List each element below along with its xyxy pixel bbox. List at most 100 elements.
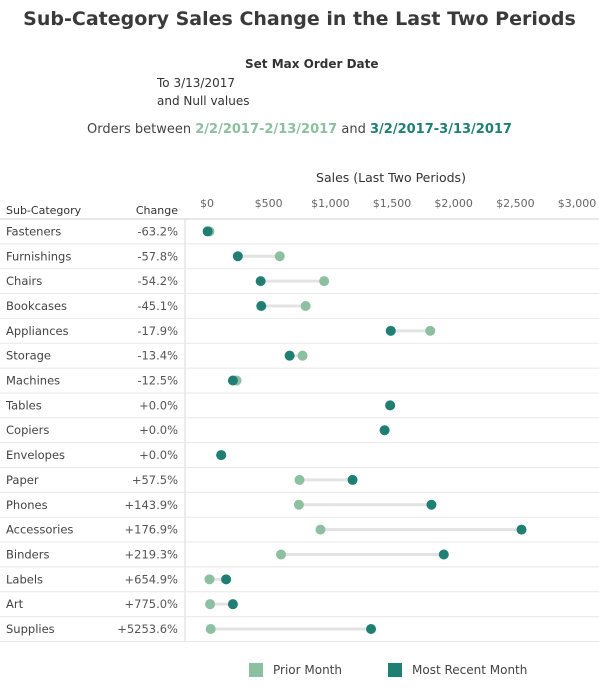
recent-point[interactable] [221,574,232,585]
legend-recent-swatch [388,663,402,677]
legend-prior-swatch [249,663,263,677]
prior-point[interactable] [274,251,285,262]
parameter-null-option[interactable]: and Null values [157,94,250,108]
prior-point[interactable] [205,624,216,635]
recent-point[interactable] [284,350,295,361]
change-value: +0.0% [139,448,178,462]
x-tick-label: $1,500 [373,197,412,210]
table-row[interactable]: Paper +57.5% [0,473,599,493]
recent-point[interactable] [347,474,358,485]
change-value: -13.4% [137,349,178,363]
table-row[interactable]: Phones +143.9% [0,498,599,518]
category-label: Fasteners [6,224,61,238]
row-header: Sub-Category [6,204,82,217]
recent-point[interactable] [202,226,213,237]
category-label: Envelopes [6,448,65,462]
table-row[interactable]: Chairs -54.2% [0,274,599,295]
chart-title: Sub-Category Sales Change in the Last Tw… [23,8,576,30]
category-label: Supplies [6,622,55,636]
recent-point[interactable] [366,624,377,635]
legend-recent[interactable]: Most Recent Month [388,663,527,677]
category-label: Copiers [6,423,49,437]
category-label: Art [6,597,24,611]
recent-point[interactable] [227,375,238,386]
change-value: +775.0% [125,597,179,611]
category-label: Tables [5,398,42,412]
table-row[interactable]: Furnishings -57.8% [0,249,599,270]
table-row[interactable]: Storage -13.4% [0,349,599,369]
change-value: +654.9% [125,572,179,586]
axis-title: Sales (Last Two Periods) [316,170,466,185]
x-tick-label: $2,500 [496,197,535,210]
parameter-label: Set Max Order Date [245,57,379,71]
prior-range: 2/2/2017-2/13/2017 [195,122,338,137]
dumbbell-chart: Sales (Last Two Periods) Sub-Category Ch… [0,170,599,642]
change-value: +5253.6% [117,622,178,636]
change-value: +176.9% [125,523,179,537]
category-label: Furnishings [6,249,71,263]
recent-point[interactable] [216,450,227,461]
change-value: +0.0% [139,423,178,437]
prior-point[interactable] [297,350,308,361]
change-value: -57.8% [137,249,178,263]
prior-point[interactable] [300,300,311,311]
table-row[interactable]: Labels +654.9% [0,572,599,593]
category-label: Paper [6,473,39,487]
orders-joiner: and [341,122,366,137]
table-row[interactable]: Bookcases -45.1% [0,299,599,319]
x-tick-label: $500 [255,197,283,210]
recent-point[interactable] [379,425,390,436]
table-row[interactable]: Machines -12.5% [0,374,599,394]
table-row[interactable]: Envelopes +0.0% [0,448,599,468]
x-axis-ticks: $0 $500 $1,000 $1,500 $2,000 $2,500 $3,000 [200,197,596,210]
change-value: -17.9% [137,324,178,338]
prior-point[interactable] [204,574,215,585]
recent-point[interactable] [227,599,238,610]
rows-layer: Fasteners -63.2% Furnishings -57.8% Chairs -5… [0,224,599,642]
x-tick-label: $3,000 [558,197,597,210]
table-row[interactable]: Copiers +0.0% [0,423,599,444]
table-row[interactable]: Appliances -17.9% [0,324,599,344]
recent-point[interactable] [516,524,527,535]
category-label: Bookcases [6,299,67,313]
x-tick-label: $2,000 [434,197,473,210]
legend-recent-label: Most Recent Month [412,663,528,677]
prior-point[interactable] [315,524,326,535]
legend-prior[interactable]: Prior Month [249,663,342,677]
recent-point[interactable] [385,325,396,336]
category-label: Binders [6,547,49,561]
table-row[interactable]: Binders +219.3% [0,547,599,568]
change-value: +57.5% [132,473,178,487]
prior-point[interactable] [425,325,436,336]
prior-point[interactable] [205,599,216,610]
category-label: Accessories [6,523,73,537]
recent-point[interactable] [255,276,266,287]
prior-point[interactable] [293,499,304,510]
prior-point[interactable] [276,549,286,560]
category-label: Phones [6,498,48,512]
prior-point[interactable] [319,276,330,287]
recent-point[interactable] [232,251,243,262]
table-row[interactable]: Accessories +176.9% [0,523,599,543]
orders-prefix: Orders between [87,122,192,137]
recent-point[interactable] [426,499,437,510]
change-value: +143.9% [125,498,179,512]
category-label: Storage [6,349,51,363]
table-row[interactable]: Art +775.0% [0,597,599,618]
table-row[interactable]: Supplies +5253.6% [0,622,599,642]
table-row[interactable]: Tables +0.0% [0,398,599,419]
category-label: Labels [6,572,43,586]
change-value: -54.2% [137,274,178,288]
change-value: -45.1% [137,299,178,313]
prior-point[interactable] [294,474,305,485]
orders-range-text: Orders between 2/2/2017-2/13/2017 and 3/… [0,122,599,137]
parameter-value[interactable]: To 3/13/2017 [157,76,235,90]
recent-point[interactable] [385,400,396,411]
change-value: -12.5% [137,374,178,388]
change-value: +0.0% [139,398,178,412]
recent-point[interactable] [438,549,449,560]
change-value: +219.3% [125,547,179,561]
category-label: Chairs [6,274,42,288]
table-row[interactable]: Fasteners -63.2% [0,224,599,245]
recent-point[interactable] [256,300,267,311]
